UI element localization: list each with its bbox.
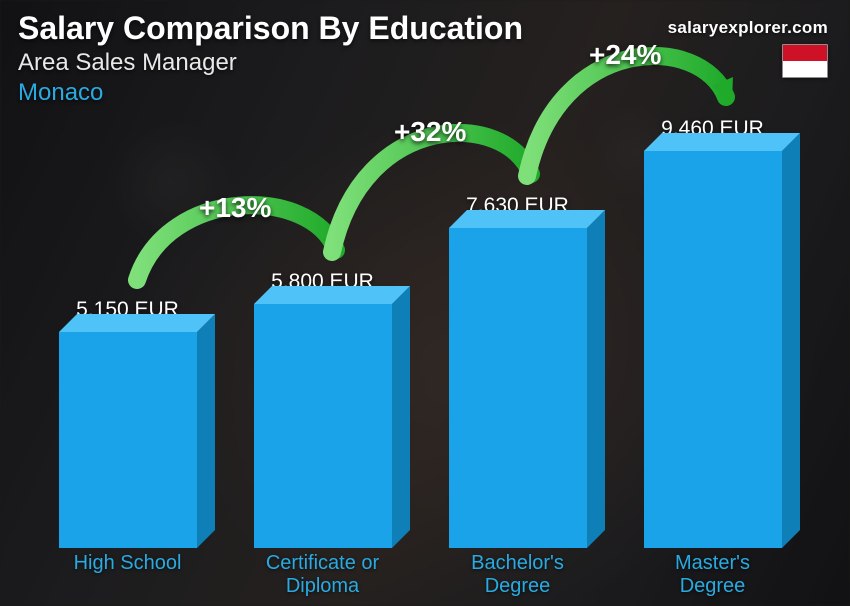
- increase-label: +32%: [394, 116, 466, 148]
- bar-front: [59, 332, 197, 548]
- category-label: Bachelor'sDegree: [420, 548, 615, 596]
- bar: [449, 228, 587, 548]
- category-label: Master'sDegree: [615, 548, 810, 596]
- bar-front: [254, 304, 392, 548]
- job-title: Area Sales Manager: [18, 49, 523, 77]
- page-title: Salary Comparison By Education: [18, 10, 523, 47]
- category-label: High School: [30, 548, 225, 596]
- bar-top: [449, 210, 605, 228]
- bar-slot: 5,150 EUR: [30, 298, 225, 548]
- bar-slot: 9,460 EUR: [615, 117, 810, 548]
- increase-label: +13%: [199, 192, 271, 224]
- bar: [644, 151, 782, 548]
- increase-label: +24%: [589, 39, 661, 71]
- category-label: Certificate orDiploma: [225, 548, 420, 596]
- bar-slot: 5,800 EUR: [225, 270, 420, 548]
- infographic-stage: Salary Comparison By Education Area Sale…: [0, 0, 850, 606]
- bar-top: [254, 286, 410, 304]
- bar-side: [782, 133, 800, 548]
- bar-slot: 7,630 EUR: [420, 194, 615, 548]
- bar-top: [644, 133, 800, 151]
- attribution-text: salaryexplorer.com: [668, 18, 828, 38]
- category-labels: High SchoolCertificate orDiplomaBachelor…: [30, 548, 810, 596]
- flag-bottom-stripe: [783, 61, 827, 77]
- bar-side: [587, 210, 605, 548]
- bar-top: [59, 314, 215, 332]
- bar-front: [644, 151, 782, 548]
- bar: [59, 332, 197, 548]
- bar: [254, 304, 392, 548]
- bar-side: [392, 286, 410, 548]
- bar-front: [449, 228, 587, 548]
- bars-container: 5,150 EUR5,800 EUR7,630 EUR9,460 EUR: [30, 128, 810, 548]
- flag-top-stripe: [783, 45, 827, 61]
- country-flag: [782, 44, 828, 78]
- bar-chart: 5,150 EUR5,800 EUR7,630 EUR9,460 EUR Hig…: [30, 76, 810, 596]
- bar-side: [197, 314, 215, 548]
